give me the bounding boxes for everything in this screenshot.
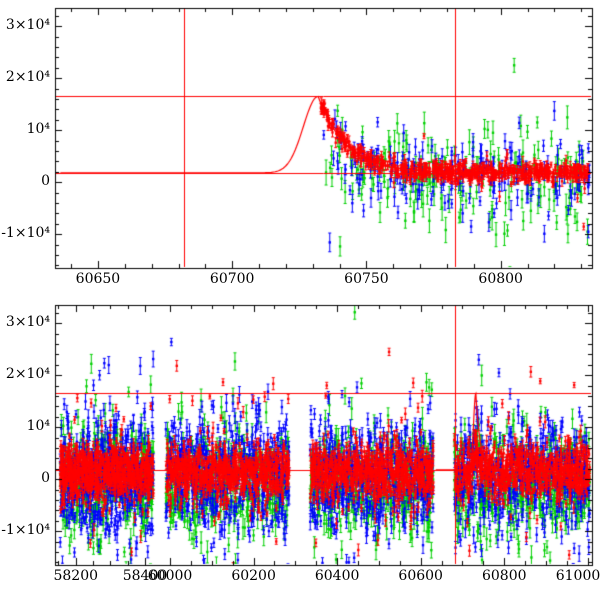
chart-canvas: [0, 0, 600, 600]
light-curve-figure: 60650 60700 60750 60800 -1×10⁴ 0 10⁴ 2×10⁴ 3×10⁴…: [0, 0, 600, 600]
